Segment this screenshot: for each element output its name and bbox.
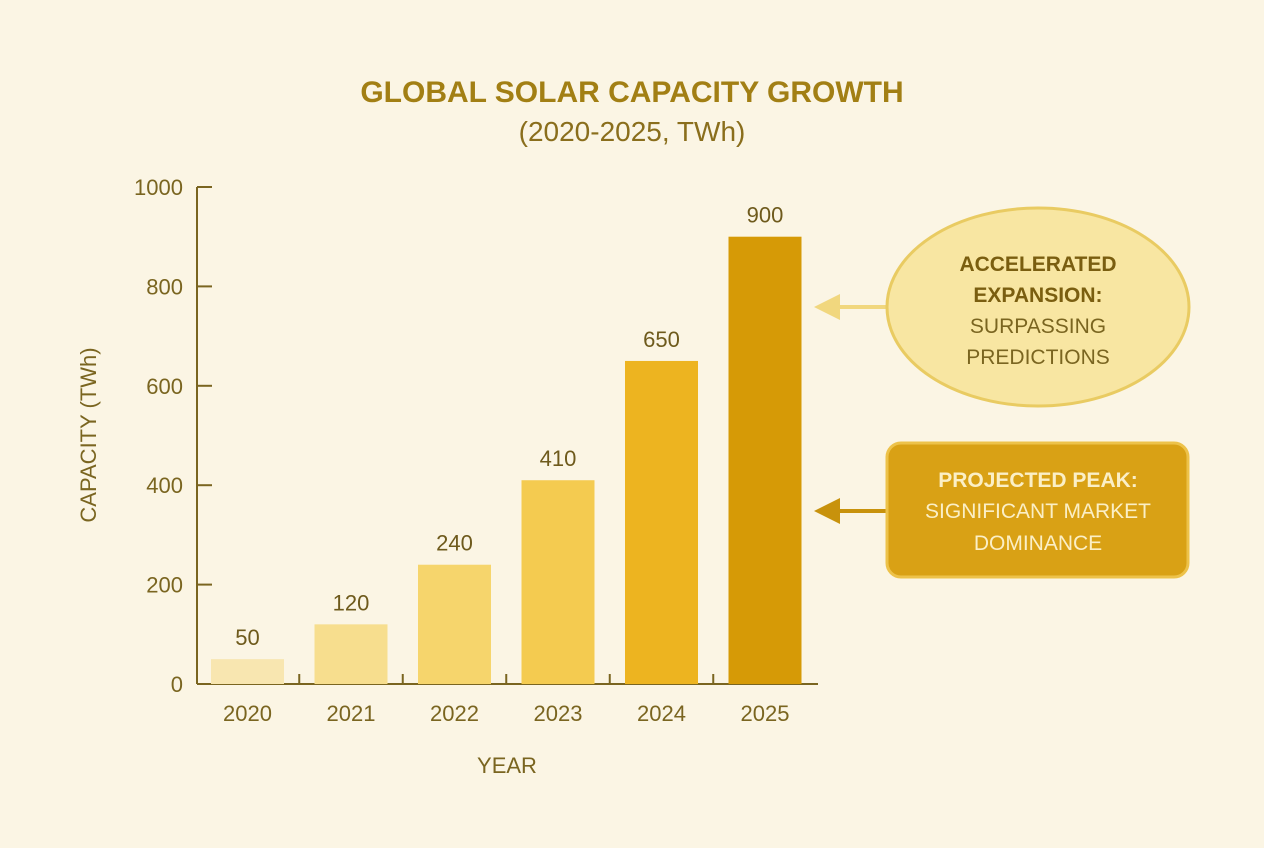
annotation-title-2: EXPANSION: [973, 284, 1102, 307]
x-tick-label: 2022 [430, 701, 479, 726]
y-axis-label: CAPACITY (TWh) [76, 347, 101, 522]
x-tick-label: 2023 [534, 701, 583, 726]
annotation-ellipse [885, 206, 1191, 408]
data-label-2020: 50 [235, 625, 259, 650]
annotation-text-2: DOMINANCE [974, 532, 1102, 555]
data-label-2022: 240 [436, 531, 473, 556]
y-tick-label: 200 [146, 573, 183, 598]
bar-2023 [521, 480, 595, 684]
chart-title: GLOBAL SOLAR CAPACITY GROWTH [360, 76, 903, 109]
bar-2024 [625, 360, 698, 684]
annotation-accelerated-expansion: ACCELERATED EXPANSION: SURPASSING PREDIC… [814, 206, 1191, 408]
annotation-title: PROJECTED PEAK: [938, 469, 1138, 492]
bar-2025 [728, 236, 802, 684]
x-tick-label: 2020 [223, 701, 272, 726]
annotation-projected-peak: PROJECTED PEAK: SIGNIFICANT MARKET DOMIN… [814, 441, 1190, 579]
x-tick-label: 2025 [741, 701, 790, 726]
bar-2020 [211, 659, 284, 684]
annotation-box [885, 441, 1190, 579]
y-tick-label: 800 [146, 274, 183, 299]
annotation-text-1: SURPASSING [970, 315, 1106, 338]
bar-2022 [418, 564, 491, 684]
annotation-text-2: PREDICTIONS [966, 346, 1110, 369]
chart-subtitle: (2020-2025, TWh) [519, 116, 746, 147]
x-axis-label: YEAR [477, 753, 537, 778]
annotation-text-1: SIGNIFICANT MARKET [925, 500, 1151, 523]
y-tick-label: 0 [171, 672, 183, 697]
data-label-2025: 900 [747, 203, 784, 228]
annotation-title-1: ACCELERATED [959, 253, 1116, 276]
x-tick-label: 2024 [637, 701, 686, 726]
bar-2021 [314, 624, 388, 684]
arrow-head-icon [814, 498, 840, 524]
data-label-2024: 650 [643, 327, 680, 352]
y-tick-label: 400 [146, 473, 183, 498]
axes: 0 200 400 600 800 1000 [134, 175, 818, 697]
bars: 50 2020 120 2021 240 2022 410 2023 650 2024 900 202… [211, 203, 802, 726]
data-label-2021: 120 [333, 590, 370, 615]
x-tick-label: 2021 [327, 701, 376, 726]
data-label-2023: 410 [540, 446, 577, 471]
y-tick-label: 1000 [134, 175, 183, 200]
arrow-head-icon [814, 294, 840, 320]
y-tick-label: 600 [146, 374, 183, 399]
